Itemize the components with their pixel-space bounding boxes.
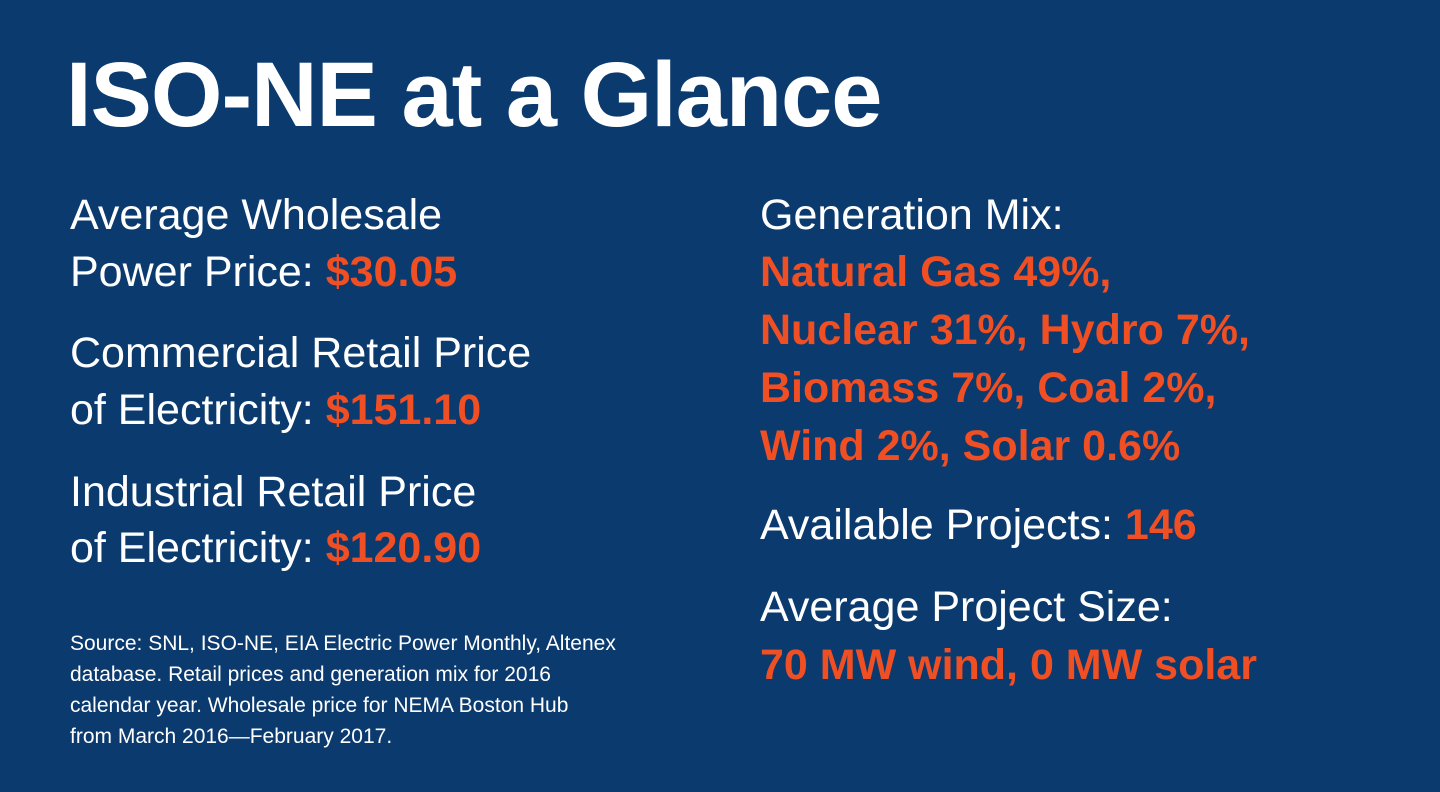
- stat-line: Generation Mix:: [760, 187, 1064, 244]
- source-line: database. Retail prices and generation m…: [70, 663, 551, 686]
- stat-value: 70 MW wind, 0 MW solar: [760, 641, 1257, 689]
- stat-line: Natural Gas 49%,: [760, 244, 1111, 301]
- stat-line: of Electricity: $151.10: [70, 382, 481, 439]
- stat-line: Available Projects: 146: [760, 497, 1197, 554]
- stat-value: $151.10: [325, 386, 482, 434]
- stat-label: of Electricity:: [70, 524, 314, 572]
- stat-line: 70 MW wind, 0 MW solar: [760, 637, 1257, 694]
- stat-label: Available Projects:: [760, 501, 1113, 549]
- stat-value: $30.05: [325, 248, 458, 296]
- stat-line: Average Project Size:: [760, 579, 1173, 636]
- stat-line: Nuclear 31%, Hydro 7%,: [760, 302, 1250, 359]
- stat-label: Commercial Retail Price: [70, 329, 532, 377]
- stat-value: $120.90: [325, 524, 482, 572]
- stat-label: Generation Mix:: [760, 191, 1064, 239]
- source-line: Source: SNL, ISO-NE, EIA Electric Power …: [70, 632, 616, 655]
- stat-line: Wind 2%, Solar 0.6%: [760, 418, 1180, 475]
- title: ISO-NE at a Glance: [66, 44, 882, 146]
- stat-value: 146: [1124, 501, 1197, 549]
- stat-value: Nuclear 31%, Hydro 7%,: [760, 306, 1250, 354]
- stat-line: Industrial Retail Price: [70, 464, 476, 521]
- stat-value: Natural Gas 49%,: [760, 248, 1112, 296]
- stat-line: Biomass 7%, Coal 2%,: [760, 360, 1216, 417]
- stat-label: Power Price:: [70, 248, 314, 296]
- stat-label: Industrial Retail Price: [70, 468, 477, 516]
- source-line: calendar year. Wholesale price for NEMA …: [70, 694, 569, 717]
- stat-label: Average Wholesale: [70, 191, 443, 239]
- stat-line: Power Price: $30.05: [70, 244, 457, 301]
- stat-label: of Electricity:: [70, 386, 314, 434]
- stat-line: Commercial Retail Price: [70, 325, 531, 382]
- stat-value: Biomass 7%, Coal 2%,: [760, 364, 1217, 412]
- stat-line: of Electricity: $120.90: [70, 520, 481, 577]
- stat-value: Wind 2%, Solar 0.6%: [760, 422, 1181, 470]
- stat-line: Average Wholesale: [70, 187, 442, 244]
- stat-label: Average Project Size:: [760, 583, 1173, 631]
- source-line: from March 2016—February 2017.: [70, 725, 393, 748]
